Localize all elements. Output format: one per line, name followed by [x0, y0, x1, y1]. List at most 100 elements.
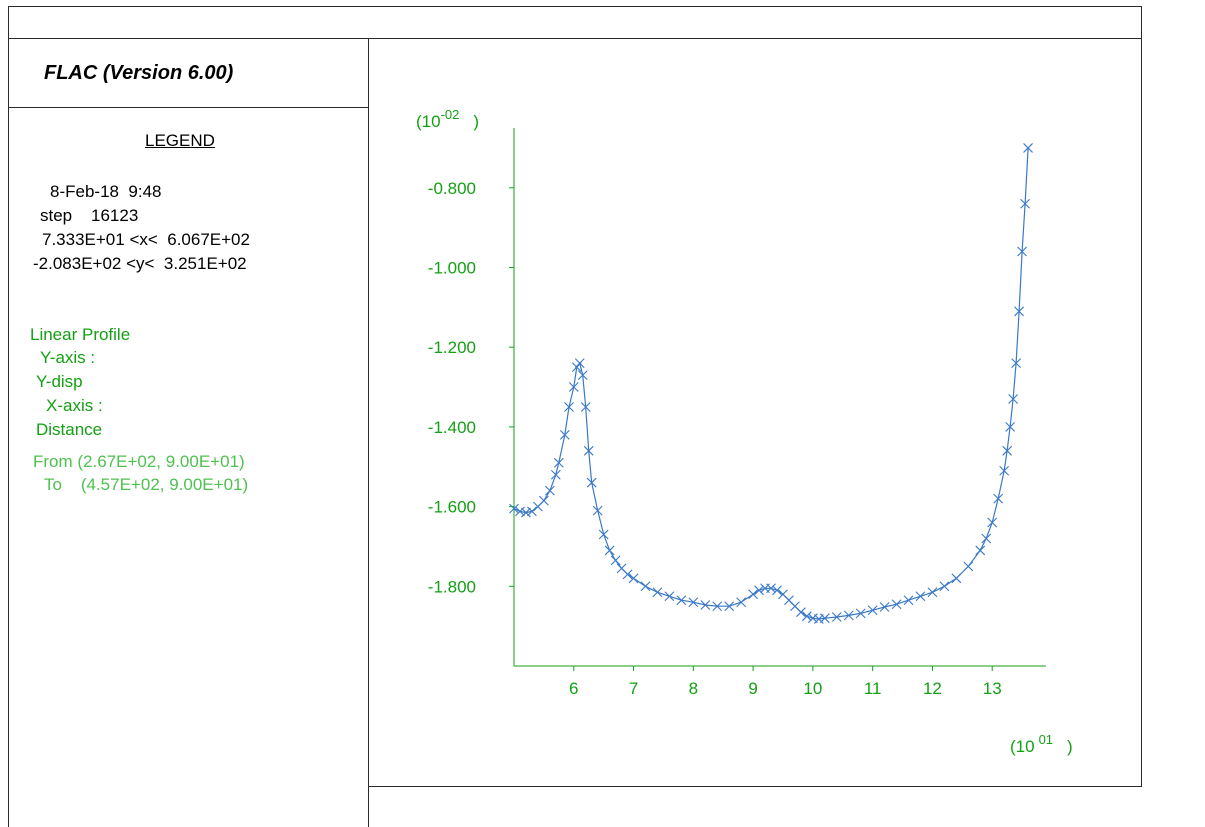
- x-tick-label: 10: [803, 679, 822, 698]
- data-point-marker: [610, 555, 621, 566]
- data-point-marker: [951, 573, 962, 584]
- legend-title: LEGEND: [145, 131, 215, 150]
- data-point-marker: [700, 600, 711, 610]
- data-point-marker: [748, 589, 758, 600]
- frame-top-border: [8, 6, 1142, 7]
- data-point-marker: [1002, 445, 1013, 456]
- data-point-marker: [772, 585, 782, 596]
- x-tick-label: 8: [689, 679, 698, 698]
- chart-axes: [513, 128, 1046, 667]
- data-point-marker: [676, 595, 687, 606]
- data-point-marker: [1017, 246, 1027, 257]
- data-point-marker: [509, 503, 519, 514]
- data-point-marker: [515, 506, 525, 517]
- data-point-marker: [571, 362, 582, 372]
- data-point-marker: [538, 495, 549, 506]
- data-point-marker: [559, 429, 570, 440]
- data-point-marker: [891, 599, 902, 610]
- data-point-marker: [831, 612, 842, 622]
- data-point-marker: [736, 597, 747, 608]
- data-point-marker: [1005, 422, 1016, 432]
- data-point-marker: [640, 581, 651, 592]
- data-point-marker: [580, 402, 591, 412]
- data-point-marker: [577, 370, 588, 380]
- x-tick-label: 11: [864, 679, 882, 698]
- chart-series: [509, 143, 1033, 624]
- legend-x-range: 7.333E+01 <x< 6.067E+02: [42, 230, 250, 249]
- y-tick-label: -1.000: [428, 258, 476, 277]
- data-point-marker: [622, 569, 633, 580]
- data-point-marker: [521, 507, 531, 518]
- data-point-marker: [843, 610, 854, 621]
- legend-x-axis-value: Distance: [36, 420, 103, 439]
- data-point-marker: [592, 505, 603, 516]
- data-point-marker: [1011, 358, 1021, 369]
- data-point-marker: [550, 469, 561, 480]
- app-title: FLAC (Version 6.00): [44, 62, 234, 84]
- data-point-marker: [766, 583, 776, 594]
- data-point-marker: [586, 477, 597, 488]
- legend-x-axis-label: X-axis :: [46, 396, 103, 415]
- title-separator: [8, 38, 1142, 39]
- plot-bottom-border: [368, 786, 1142, 787]
- data-point-marker: [1020, 198, 1030, 209]
- x-tick-label: 9: [748, 679, 757, 698]
- y-tick-label: -1.600: [428, 498, 476, 517]
- legend-y-range: -2.083E+02 <y< 3.251E+02: [33, 254, 247, 273]
- data-point-marker: [975, 545, 986, 556]
- data-point-marker: [1014, 306, 1024, 317]
- data-point-marker: [939, 581, 950, 592]
- data-point-marker: [903, 595, 914, 606]
- x-tick-label: 7: [629, 679, 638, 698]
- x-tick-label: 12: [923, 679, 942, 698]
- data-point-marker: [855, 608, 866, 619]
- data-point-marker: [1008, 394, 1019, 404]
- data-point-marker: [604, 545, 615, 556]
- legend-to: To (4.57E+02, 9.00E+01): [44, 475, 249, 494]
- data-point-marker: [724, 601, 735, 612]
- data-point-marker: [796, 607, 806, 618]
- data-point-marker: [999, 465, 1010, 476]
- frame-right-border: [1141, 6, 1142, 787]
- data-point-marker: [981, 533, 992, 544]
- legend-header-separator: [8, 107, 368, 108]
- data-point-marker: [598, 529, 609, 540]
- data-point-marker: [583, 445, 594, 456]
- y-tick-label: -0.800: [428, 179, 476, 198]
- data-point-marker: [553, 457, 564, 468]
- x-tick-label: 13: [983, 679, 1002, 698]
- data-point-marker: [712, 601, 723, 612]
- data-point-marker: [802, 611, 812, 622]
- legend-y-axis-label: Y-axis :: [40, 348, 96, 367]
- legend-plot-type: Linear Profile: [30, 325, 131, 344]
- data-point-marker: [987, 517, 998, 528]
- y-tick-label: -1.200: [428, 338, 476, 357]
- legend-step: step 16123: [40, 206, 139, 225]
- data-point-marker: [628, 573, 639, 584]
- data-point-marker: [652, 587, 663, 598]
- data-point-marker: [963, 561, 974, 572]
- panel-divider: [368, 38, 369, 827]
- data-point-marker: [1023, 143, 1033, 153]
- data-point-marker: [993, 493, 1004, 504]
- frame-left-border: [8, 6, 9, 827]
- data-point-marker: [664, 591, 675, 602]
- y-tick-label: -1.400: [428, 418, 476, 437]
- data-point-marker: [927, 587, 938, 598]
- data-point-marker: [527, 506, 537, 517]
- chart-ticks: -0.800 -1.000 -1.200 -1.400 -1.600 -1.800 6 7 8 9…: [428, 179, 1002, 698]
- data-point-marker: [544, 485, 555, 496]
- data-point-marker: [915, 591, 926, 602]
- data-point-marker: [568, 382, 579, 392]
- data-point-marker: [574, 358, 585, 369]
- y-multiplier-label: (10-02): [416, 107, 479, 131]
- data-point-marker: [867, 605, 878, 616]
- x-multiplier-label: (10 01): [1010, 732, 1073, 756]
- legend-date-time: 8-Feb-18 9:48: [50, 182, 162, 201]
- legend-y-axis-value: Y-disp: [36, 372, 83, 391]
- data-point-marker: [564, 402, 574, 412]
- data-point-marker: [879, 602, 890, 612]
- legend-from: From (2.67E+02, 9.00E+01): [33, 452, 245, 471]
- data-point-marker: [754, 585, 764, 596]
